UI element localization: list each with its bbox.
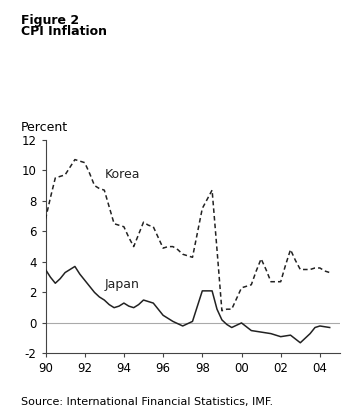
Text: Percent: Percent: [21, 120, 68, 134]
Text: Japan: Japan: [104, 278, 139, 291]
Text: Source: International Financial Statistics, IMF.: Source: International Financial Statisti…: [21, 397, 273, 407]
Text: Figure 2: Figure 2: [21, 14, 79, 28]
Text: Korea: Korea: [104, 168, 140, 181]
Text: CPI Inflation: CPI Inflation: [21, 25, 107, 38]
